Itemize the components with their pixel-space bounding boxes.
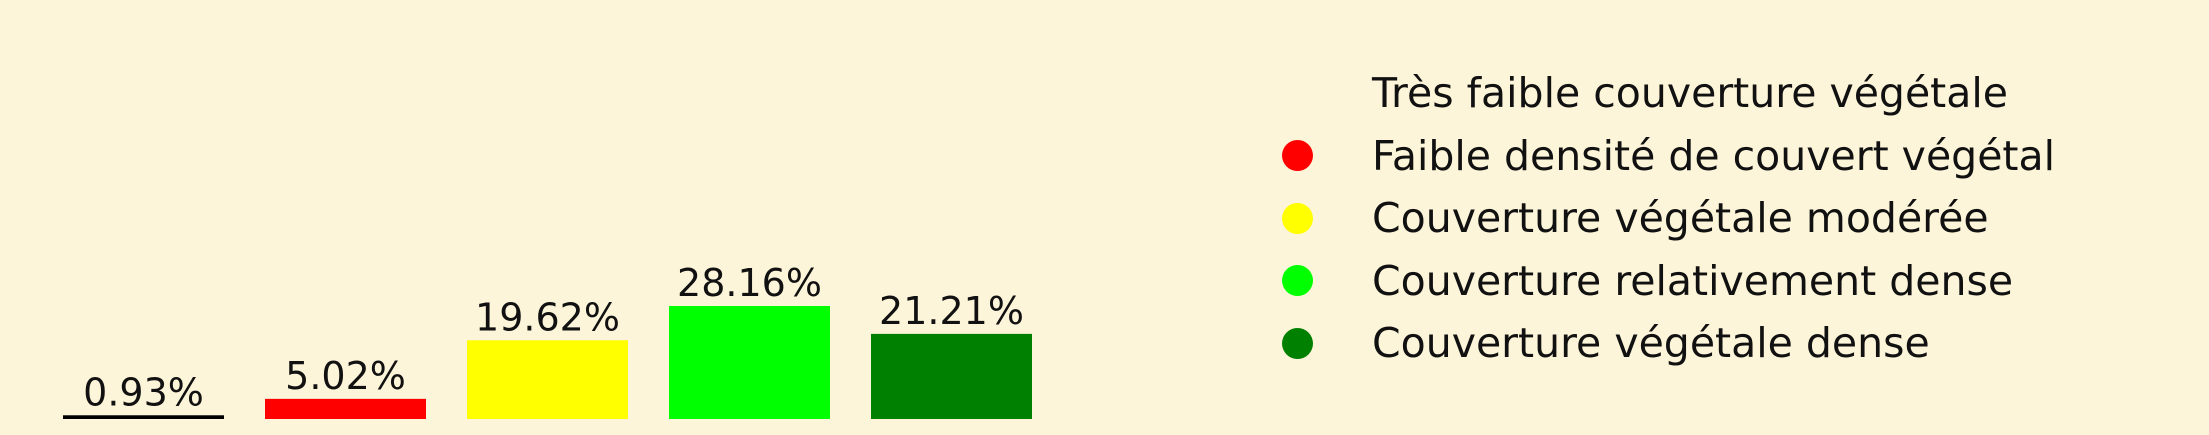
legend-item-very-low: Très faible couverture végétale (1268, 62, 2055, 125)
legend-swatch (1282, 202, 1313, 234)
legend-label: Très faible couverture végétale (1372, 69, 2009, 118)
bar-value-label: 0.93% (83, 370, 204, 414)
legend: Très faible couverture végétale Faible d… (1268, 62, 2055, 375)
legend-label: Couverture relativement dense (1372, 256, 2014, 305)
legend-item-dense: Couverture végétale dense (1268, 312, 2055, 375)
legend-swatch (1282, 140, 1313, 172)
bar-1 (63, 415, 224, 419)
legend-item-moderate: Couverture végétale modérée (1268, 187, 2055, 250)
bar-value-label: 28.16% (677, 261, 822, 305)
legend-swatch (1282, 265, 1313, 297)
legend-label: Couverture végétale dense (1372, 319, 1930, 368)
bar-value-label: 21.21% (879, 289, 1024, 333)
bar-chart: 0.93% 5.02% 19.62% 28.16% 21.21% (63, 261, 1032, 419)
legend-swatch (1282, 77, 1313, 109)
bar-5 (871, 333, 1032, 419)
bar-value-label: 19.62% (475, 295, 620, 339)
legend-label: Couverture végétale modérée (1372, 194, 1989, 243)
legend-item-low: Faible densité de couvert végétal (1268, 125, 2055, 188)
bar-3 (467, 340, 628, 419)
bar-4 (669, 306, 830, 419)
legend-label: Faible densité de couvert végétal (1372, 131, 2056, 180)
bar-value-label: 5.02% (285, 354, 406, 398)
legend-swatch (1282, 327, 1313, 359)
bar-2 (265, 398, 426, 419)
legend-item-relatively-dense: Couverture relativement dense (1268, 250, 2055, 313)
